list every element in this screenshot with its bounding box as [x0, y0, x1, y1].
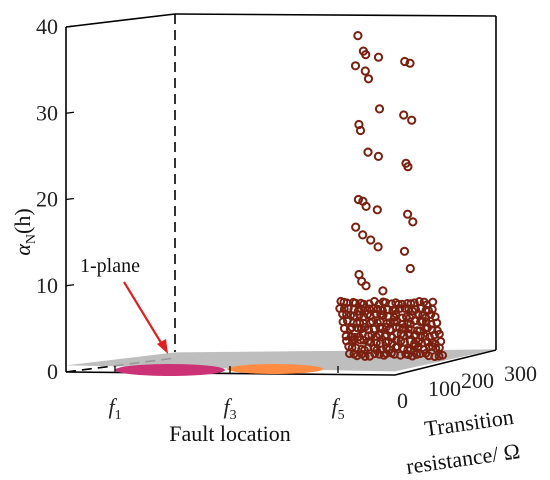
f5-outlier-point [355, 125, 366, 136]
x-axis-title: Fault location [169, 421, 291, 446]
f5-outlier-point [378, 286, 388, 296]
z-tick-mark [65, 25, 75, 28]
f5-outlier-point [399, 110, 409, 120]
f5-outlier-point [403, 162, 413, 172]
f5-outlier-point [363, 74, 374, 84]
x-tick-label: f5 [331, 394, 344, 423]
f5-cluster-point [366, 338, 376, 348]
f5-cluster-point [346, 332, 356, 342]
f5-outlier-point [353, 194, 363, 205]
z-tick-label: 40 [36, 14, 58, 39]
y-tick-label: 300 [504, 361, 537, 386]
f5-outlier-point [366, 235, 376, 245]
f5-cluster-point [378, 310, 388, 320]
f5-outlier-point [373, 52, 384, 62]
x-tick-label: f1 [108, 394, 121, 423]
f5-cluster-point [359, 299, 369, 309]
f5-cluster-point [373, 304, 383, 314]
f5-outlier-point [373, 151, 383, 161]
y-tick-label: 100 [428, 376, 461, 401]
y-axis-title-line2: resistance/ Ω [404, 438, 521, 479]
f5-cluster-point [406, 299, 416, 308]
f5-outlier-point [361, 50, 371, 60]
f5-outlier-point [407, 115, 417, 125]
f5-cluster-point [412, 350, 422, 359]
series-points [335, 30, 448, 362]
z-tick-label: 0 [47, 359, 58, 384]
f5-cluster-point [375, 339, 385, 348]
f5-outlier-point [372, 205, 382, 215]
annotation-arrow-shaft [123, 281, 164, 347]
y-tick-label: 0 [397, 388, 408, 413]
z-tick-label: 30 [36, 100, 58, 125]
f5-outlier-point [408, 217, 418, 227]
f5-cluster-point [351, 298, 360, 308]
frame-top-back-edge [174, 13, 497, 17]
z-tick-mark [65, 111, 75, 114]
f5-outlier-point [363, 147, 373, 157]
series-f3-band [227, 364, 323, 374]
f5-outlier-point [361, 281, 371, 291]
f5-cluster-point [395, 304, 405, 313]
f5-cluster-point [397, 299, 407, 309]
frame-top-left-edge [65, 13, 176, 28]
f5-cluster-point [438, 350, 448, 360]
z-axis-title: αN(h) [10, 208, 39, 255]
x-tick-label: f3 [223, 394, 236, 423]
f5-cluster-point [427, 325, 437, 335]
f5-cluster-point [341, 331, 351, 341]
tick-labels: 0 10 20 30 40 f1 f3 f5 0 100 200 300 [36, 14, 537, 423]
f5-cluster-point [347, 323, 357, 332]
plane-annotation: 1-plane [80, 255, 140, 277]
f5-outlier-point [350, 61, 361, 71]
f5-cluster-point [410, 298, 419, 308]
f5-cluster-point [365, 304, 374, 314]
f5-cluster-point [355, 318, 365, 328]
f5-cluster-point [350, 332, 359, 342]
f5-cluster-point [405, 336, 415, 346]
low-bands [115, 364, 323, 376]
f5-outlier-point [357, 276, 367, 286]
z-tick-mark [65, 197, 75, 201]
f5-cluster-point [378, 306, 388, 316]
f5-outlier-point [400, 56, 410, 67]
z-tick-label: 10 [36, 273, 58, 298]
f5-outlier-point [405, 58, 415, 68]
z-axis-title-base: α [10, 244, 35, 256]
f5-outlier-point [373, 242, 383, 252]
f5-outlier-point [353, 30, 363, 41]
z-tick-mark [65, 284, 75, 287]
y-tick-label: 200 [461, 368, 494, 393]
annotation-arrow-head [157, 339, 168, 354]
z-axis-title-sub: N [24, 234, 39, 244]
f5-outlier-point [358, 230, 368, 240]
y-axis-line [394, 349, 497, 376]
f5-cluster-point [352, 351, 362, 361]
f5-outlier-point [405, 263, 415, 274]
f5-outlier-point [399, 246, 410, 256]
z-tick-mark [65, 370, 75, 373]
f5-cluster-point [433, 326, 442, 336]
series-f1-band [115, 364, 225, 376]
y-axis-title-line1: Transition [423, 404, 515, 441]
f5-cluster-point [415, 297, 424, 306]
f5-cluster-point [430, 312, 440, 322]
f5-outlier-point [403, 209, 413, 219]
f5-cluster-point [428, 297, 438, 307]
z-axis-title-arg: (h) [10, 208, 35, 234]
f5-outlier-point [374, 104, 385, 114]
f5-outlier-point [361, 201, 371, 211]
f5-outlier-point [360, 66, 370, 76]
f5-cluster-point [394, 299, 403, 309]
f5-cluster-point [420, 331, 430, 341]
f5-outlier-point [351, 222, 361, 232]
z-tick-label: 20 [36, 187, 58, 212]
f5-cluster-point [430, 352, 440, 362]
